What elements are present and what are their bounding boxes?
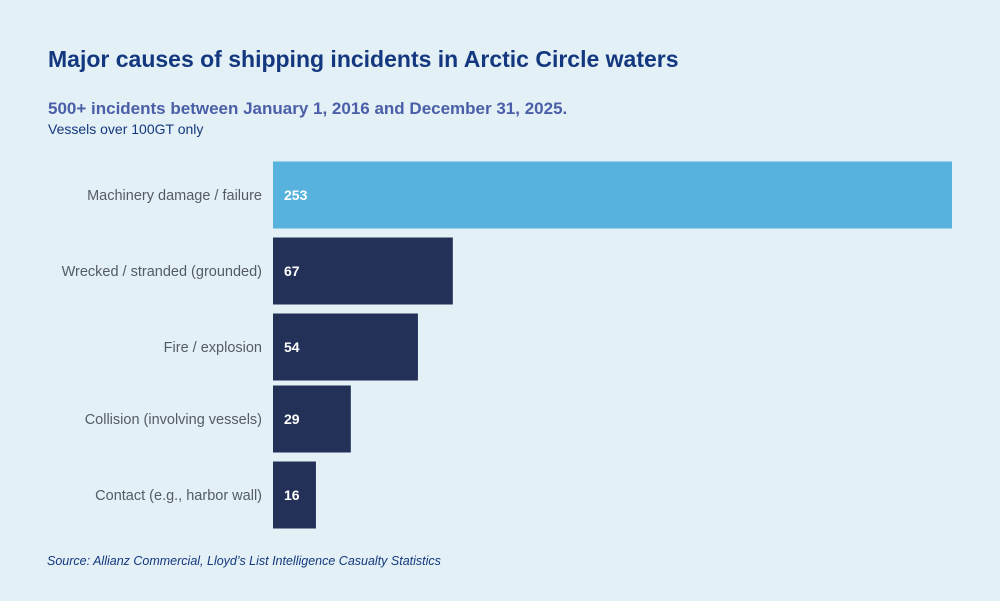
value-label-3: 29	[284, 411, 300, 427]
category-label-3: Collision (involving vessels)	[85, 412, 262, 428]
category-label-4: Contact (e.g., harbor wall)	[95, 488, 262, 504]
category-label-2: Fire / explosion	[164, 340, 262, 356]
category-label-0: Machinery damage / failure	[87, 188, 262, 204]
chart-note: Vessels over 100GT only	[48, 121, 204, 137]
bar-0	[273, 161, 952, 229]
chart-title: Major causes of shipping incidents in Ar…	[48, 46, 679, 72]
value-label-2: 54	[284, 339, 300, 355]
source-note: Source: Allianz Commercial, Lloyd’s List…	[47, 554, 441, 568]
value-label-1: 67	[284, 263, 300, 279]
category-label-1: Wrecked / stranded (grounded)	[62, 264, 262, 280]
chart-subtitle: 500+ incidents between January 1, 2016 a…	[48, 99, 568, 118]
value-label-4: 16	[284, 487, 300, 503]
bar-1	[273, 237, 453, 305]
bar-4	[273, 461, 316, 529]
value-label-0: 253	[284, 187, 308, 203]
bar-2	[273, 313, 418, 381]
bar-3	[273, 385, 351, 453]
